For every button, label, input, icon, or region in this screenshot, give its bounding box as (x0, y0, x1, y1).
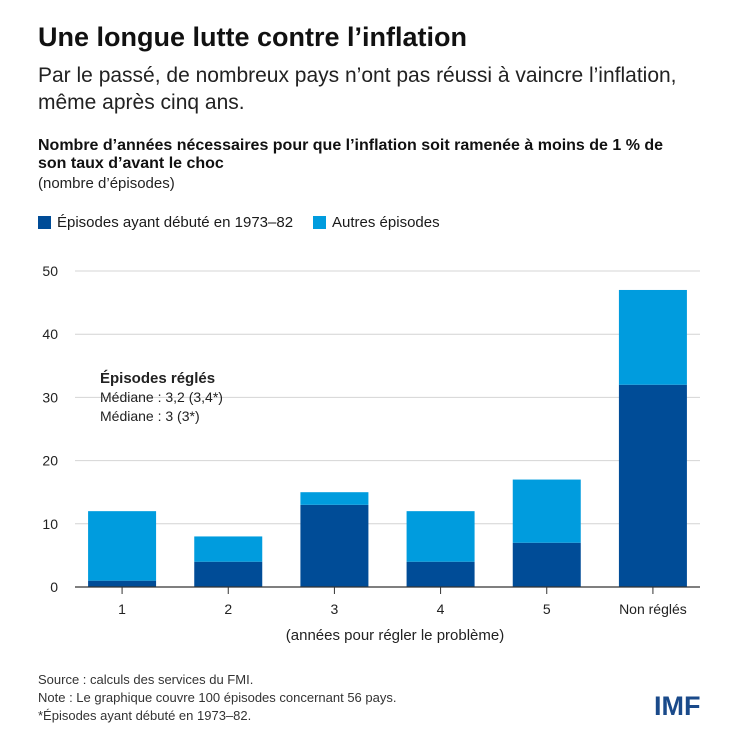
legend-swatch-other (313, 216, 327, 229)
annotation-median-1: Médiane : 3,2 (3,4*) (100, 389, 223, 405)
footer-source: Source : calculs des services du FMI. (38, 672, 254, 687)
x-tick-label-3: 3 (331, 601, 339, 617)
y-tick-label-0: 0 (50, 579, 58, 595)
footer-asterisk: *Épisodes ayant débuté en 1973–82. (38, 708, 252, 723)
y-tick-label-20: 20 (42, 453, 58, 469)
y-tick-label-10: 10 (42, 516, 58, 532)
x-tick-label-1: 1 (118, 601, 126, 617)
footer-note: Note : Le graphique couvre 100 épisodes … (38, 690, 397, 705)
y-tick-label-40: 40 (42, 326, 58, 342)
bar-1973-82-2 (194, 561, 263, 587)
bar-1973-82-4 (406, 561, 475, 587)
chart-annotation: Épisodes réglés Médiane : 3,2 (3,4*) Méd… (100, 369, 223, 426)
chart-title: Nombre d’années nécessaires pour que l’i… (38, 137, 664, 172)
bar-other-4 (406, 511, 475, 562)
x-tick-label-5: 5 (543, 601, 551, 617)
x-tick-label-4: 4 (437, 601, 445, 617)
annotation-heading: Épisodes réglés (100, 370, 216, 387)
annotation-median-2: Médiane : 3 (3*) (100, 408, 200, 424)
bar-other-2 (194, 536, 263, 562)
legend-label-1973-82: Épisodes ayant débuté en 1973–82 (57, 214, 294, 231)
bar-other-6 (618, 289, 687, 385)
x-axis-title: (années pour régler le problème) (286, 627, 504, 644)
bar-other-3 (300, 492, 369, 505)
bar-other-1 (88, 511, 157, 581)
chart-legend: Épisodes ayant débuté en 1973–82 Autres … (38, 214, 460, 231)
legend-item-other: Autres épisodes (313, 214, 440, 231)
bar-other-5 (512, 479, 581, 543)
bar-1973-82-3 (300, 504, 369, 587)
y-tick-label-30: 30 (42, 389, 58, 405)
x-tick-label-6: Non réglés (619, 601, 687, 617)
x-tick-label-2: 2 (224, 601, 232, 617)
legend-swatch-1973-82 (38, 216, 51, 229)
imf-logo: IMF (654, 691, 701, 721)
page-title: Une longue lutte contre l’inflation (38, 22, 467, 52)
bar-1973-82-1 (88, 580, 157, 587)
bar-1973-82-5 (512, 542, 581, 587)
legend-item-1973-82: Épisodes ayant débuté en 1973–82 (38, 214, 293, 231)
bar-1973-82-6 (618, 384, 687, 587)
y-tick-label-50: 50 (42, 263, 58, 279)
chart-unit: (nombre d’épisodes) (38, 175, 175, 192)
legend-label-other: Autres épisodes (332, 214, 440, 231)
footer: Source : calculs des services du FMI. No… (38, 671, 396, 725)
page-subtitle: Par le passé, de nombreux pays n’ont pas… (38, 64, 677, 114)
